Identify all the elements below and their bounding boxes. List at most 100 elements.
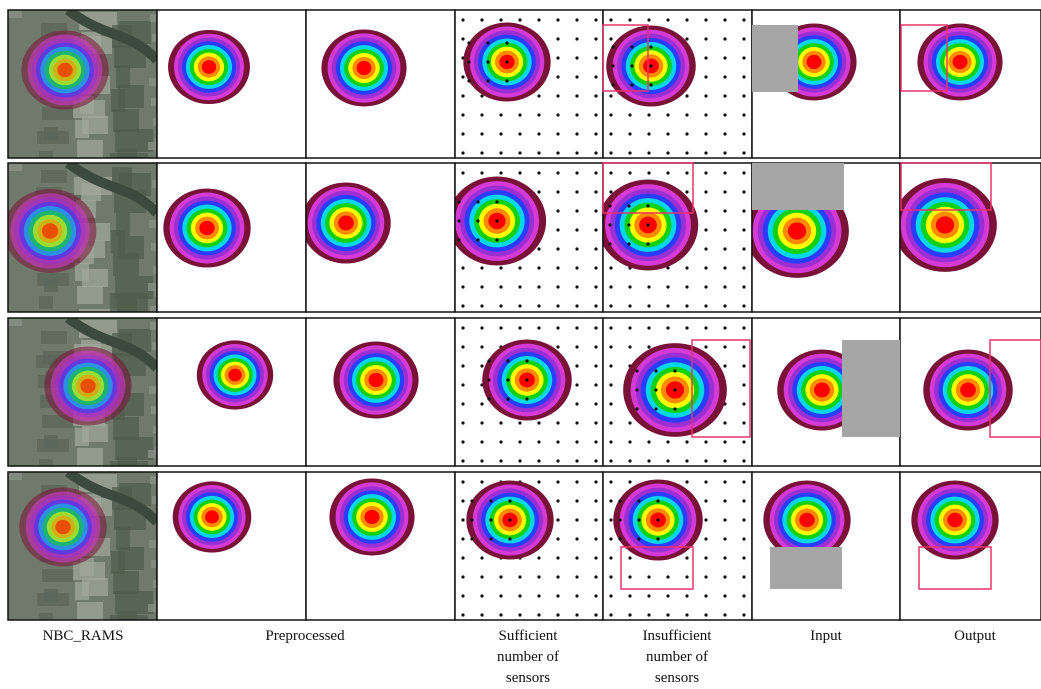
sensor-dot: [487, 359, 490, 362]
column-label: NBC_RAMS: [43, 626, 124, 647]
sensor-dot: [575, 480, 578, 483]
sensor-dot: [499, 594, 502, 597]
terrain: [42, 569, 74, 582]
sensor-dot: [685, 190, 688, 193]
figure-grid: [0, 0, 1041, 626]
sensor-dot: [723, 228, 726, 231]
column-label: Sufficientnumber ofsensors: [497, 626, 559, 689]
sensor-dot: [618, 499, 621, 502]
sensor-dot: [628, 556, 631, 559]
sensor-dot: [685, 304, 688, 307]
terrain: [113, 417, 139, 440]
masked-region: [770, 547, 842, 589]
sensor-dot: [461, 518, 464, 521]
sensor-dot: [499, 132, 502, 135]
sensor-dot: [649, 83, 652, 86]
sensor-dot: [556, 18, 559, 21]
sensor-dot: [556, 613, 559, 616]
sensor-dot: [575, 440, 578, 443]
sensor-dot: [666, 132, 669, 135]
sensor-dot: [627, 242, 630, 245]
sensor-dot: [649, 64, 652, 67]
sensor-dot: [467, 60, 470, 63]
sensor-dot: [609, 440, 612, 443]
terrain: [113, 253, 139, 276]
sensor-dot: [575, 459, 578, 462]
sensor-dot: [518, 151, 521, 154]
sensor-dot: [480, 594, 483, 597]
sensor-dot: [556, 480, 559, 483]
panel: [455, 318, 603, 466]
label-line: sensors: [643, 668, 712, 689]
sensor-dot: [723, 247, 726, 250]
terrain: [8, 163, 22, 171]
sensor-dot: [537, 94, 540, 97]
sensor-dot: [628, 304, 631, 307]
masked-region: [752, 25, 798, 92]
label-line: number of: [497, 647, 559, 668]
sensor-dot: [704, 459, 707, 462]
sensor-dot: [685, 285, 688, 288]
sensor-dot: [685, 113, 688, 116]
sensor-dot: [506, 378, 509, 381]
sensor-dot: [575, 402, 578, 405]
sensor-dot: [704, 228, 707, 231]
sensor-dot: [594, 480, 597, 483]
sensor-dot: [704, 304, 707, 307]
label-line: Output: [954, 626, 996, 647]
sensor-dot: [480, 285, 483, 288]
sensor-dot: [635, 407, 638, 410]
sensor-dot: [646, 204, 649, 207]
label-line: Sufficient: [497, 626, 559, 647]
sensor-dot: [461, 171, 464, 174]
sensor-dot: [499, 266, 502, 269]
sensor-dot: [575, 537, 578, 540]
sensor-dot: [649, 45, 652, 48]
sensor-dot: [647, 575, 650, 578]
sensor-dot: [609, 613, 612, 616]
sensor-dot: [556, 171, 559, 174]
terrain: [115, 129, 153, 152]
sensor-dot: [647, 285, 650, 288]
sensor-dot: [508, 499, 511, 502]
sensor-dot: [594, 537, 597, 540]
terrain: [77, 140, 103, 158]
sensor-dot: [723, 171, 726, 174]
panel: [157, 318, 306, 466]
label-line: NBC_RAMS: [43, 626, 124, 647]
sensor-dot: [704, 190, 707, 193]
terrain: [41, 331, 67, 344]
sensor-dot: [723, 326, 726, 329]
sensor-dot: [505, 41, 508, 44]
sensor-dot: [685, 326, 688, 329]
sensor-dot: [647, 304, 650, 307]
sensor-dot: [723, 421, 726, 424]
sensor-dot: [499, 421, 502, 424]
sensor-dot: [742, 480, 745, 483]
sensor-dot: [489, 499, 492, 502]
sensor-dot: [609, 113, 612, 116]
sensor-dot: [518, 113, 521, 116]
terrain: [37, 439, 69, 452]
sensor-dot: [499, 151, 502, 154]
sensor-dot: [575, 94, 578, 97]
sensor-dot: [594, 94, 597, 97]
terrain: [37, 273, 69, 286]
sensor-dot: [594, 285, 597, 288]
sensor-dot: [537, 594, 540, 597]
sensor-dot: [673, 388, 676, 391]
sensor-dot: [609, 132, 612, 135]
sensor-dot: [742, 537, 745, 540]
sensor-dot: [480, 132, 483, 135]
sensor-dot: [628, 459, 631, 462]
sensor-dot: [461, 266, 464, 269]
column-label: Output: [954, 626, 996, 647]
sensor-dot: [704, 518, 707, 521]
sensor-dot: [628, 113, 631, 116]
plume-contour: [338, 216, 354, 231]
sensor-dot: [742, 304, 745, 307]
sensor-dot: [556, 285, 559, 288]
sensor-dot: [630, 83, 633, 86]
sensor-dot: [628, 421, 631, 424]
terrain: [75, 582, 89, 600]
